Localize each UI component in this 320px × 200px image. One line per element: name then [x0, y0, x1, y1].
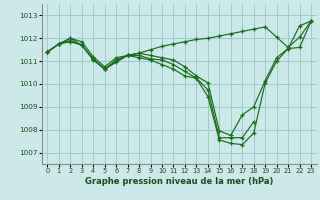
X-axis label: Graphe pression niveau de la mer (hPa): Graphe pression niveau de la mer (hPa)	[85, 177, 273, 186]
